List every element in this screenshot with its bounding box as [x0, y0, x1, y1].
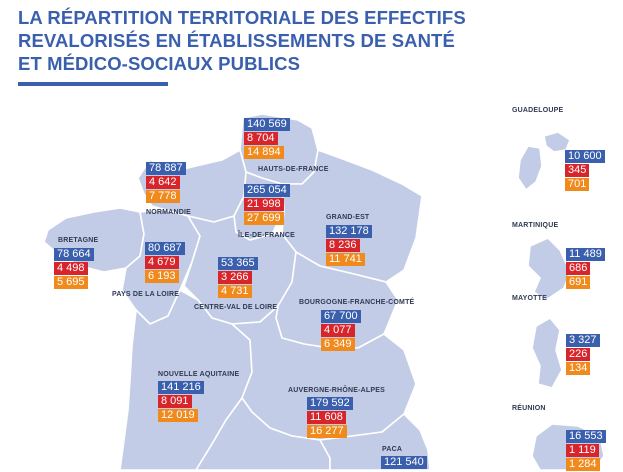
value-orange: 5 695 — [54, 276, 88, 289]
region-label-grand-est: GRAND-EST — [326, 214, 370, 221]
stack-centre-val-de-loire: 53 365 3 266 4 731 — [218, 257, 258, 299]
value-blue: 10 600 — [565, 150, 605, 163]
value-red: 4 077 — [321, 324, 355, 337]
value-red: 4 679 — [145, 256, 179, 269]
region-label-hauts-de-france: HAUTS-DE-FRANCE — [258, 166, 329, 173]
title-line-2: REVALORISÉS EN ÉTABLISSEMENTS DE SANTÉ — [18, 30, 455, 51]
stack-pays-de-la-loire: 80 687 4 679 6 193 — [145, 242, 185, 284]
value-red: 1 119 — [566, 444, 599, 457]
value-red: 8 091 — [158, 395, 192, 408]
title-line-1: LA RÉPARTITION TERRITORIALE DES EFFECTIF… — [18, 7, 466, 28]
region-label-reunion: RÉUNION — [512, 405, 546, 412]
value-orange: 691 — [566, 276, 591, 289]
region-label-pays-de-la-loire: PAYS DE LA LOIRE — [112, 291, 180, 298]
value-blue: 11 489 — [566, 248, 605, 261]
value-orange: 16 277 — [307, 425, 347, 438]
value-red: 4 642 — [146, 176, 180, 189]
stack-ile-de-france: 265 054 21 998 27 699 — [244, 184, 290, 226]
island-shape-guadeloupe-east — [543, 131, 571, 153]
value-orange: 7 778 — [146, 190, 180, 203]
island-shape-guadeloupe — [517, 145, 543, 191]
value-blue: 53 365 — [218, 257, 258, 270]
value-blue: 121 540 — [381, 456, 427, 469]
value-red: 3 266 — [218, 271, 252, 284]
value-orange: 11 741 — [326, 253, 365, 266]
stack-auvergne-rhone-alpes: 179 592 11 608 16 277 — [307, 397, 353, 439]
stack-grand-est: 132 178 8 236 11 741 — [326, 225, 372, 267]
value-orange: 701 — [565, 178, 590, 191]
value-blue: 16 553 — [566, 430, 606, 443]
value-orange: 14 894 — [244, 146, 284, 159]
region-label-paca: PACA — [382, 446, 403, 453]
region-label-guadeloupe: GUADELOUPE — [512, 107, 564, 114]
value-blue: 132 178 — [326, 225, 372, 238]
value-red: 8 704 — [244, 132, 278, 145]
stack-paca: 121 540 — [381, 456, 427, 470]
value-red: 226 — [566, 348, 591, 361]
region-label-bretagne: BRETAGNE — [58, 237, 99, 244]
stack-guadeloupe: 10 600 345 701 — [565, 150, 605, 192]
stack-hauts-de-france: 140 569 8 704 14 894 — [244, 118, 290, 160]
value-orange: 12 019 — [158, 409, 198, 422]
region-label-nouvelle-aquitaine: NOUVELLE AQUITAINE — [158, 371, 240, 378]
value-red: 8 236 — [326, 239, 360, 252]
page-title: LA RÉPARTITION TERRITORIALE DES EFFECTIF… — [18, 6, 538, 75]
island-shape-mayotte — [531, 317, 563, 389]
value-blue: 265 054 — [244, 184, 290, 197]
value-blue: 179 592 — [307, 397, 353, 410]
value-red: 686 — [566, 262, 591, 275]
value-blue: 3 327 — [566, 334, 600, 347]
title-underline — [18, 82, 168, 86]
region-label-centre-val-de-loire: CENTRE-VAL DE LOIRE — [194, 304, 278, 311]
region-label-mayotte: MAYOTTE — [512, 295, 547, 302]
region-label-auvergne-rhone-alpes: AUVERGNE-RHÔNE-ALPES — [288, 387, 385, 394]
region-label-normandie: NORMANDIE — [146, 209, 191, 216]
value-orange: 4 731 — [218, 285, 252, 298]
island-shape-martinique — [527, 237, 571, 301]
value-red: 345 — [565, 164, 590, 177]
value-orange: 1 284 — [566, 458, 600, 471]
region-shape-grand-est — [281, 149, 423, 283]
stack-bretagne: 78 664 4 498 5 695 — [54, 248, 94, 290]
value-blue: 80 687 — [145, 242, 185, 255]
value-orange: 6 349 — [321, 338, 355, 351]
stack-martinique: 11 489 686 691 — [566, 248, 605, 290]
stack-bourgogne-franche-comte: 67 700 4 077 6 349 — [321, 310, 361, 352]
value-blue: 141 216 — [158, 381, 204, 394]
value-orange: 134 — [566, 362, 591, 375]
value-red: 4 498 — [54, 262, 88, 275]
value-blue: 67 700 — [321, 310, 361, 323]
value-orange: 6 193 — [145, 270, 179, 283]
value-blue: 78 887 — [146, 162, 186, 175]
region-label-martinique: MARTINIQUE — [512, 222, 559, 229]
stack-normandie: 78 887 4 642 7 778 — [146, 162, 186, 204]
region-label-ile-de-france: ÎLE-DE-FRANCE — [238, 232, 296, 239]
value-red: 11 608 — [307, 411, 346, 424]
stack-nouvelle-aquitaine: 141 216 8 091 12 019 — [158, 381, 204, 423]
stack-reunion: 16 553 1 119 1 284 — [566, 430, 606, 472]
value-orange: 27 699 — [244, 212, 284, 225]
region-label-bourgogne-franche-comte: BOURGOGNE-FRANCHE-COMTÉ — [299, 299, 415, 306]
title-line-3: ET MÉDICO-SOCIAUX PUBLICS — [18, 53, 301, 74]
value-blue: 140 569 — [244, 118, 290, 131]
stack-mayotte: 3 327 226 134 — [566, 334, 600, 376]
value-blue: 78 664 — [54, 248, 94, 261]
value-red: 21 998 — [244, 198, 284, 211]
